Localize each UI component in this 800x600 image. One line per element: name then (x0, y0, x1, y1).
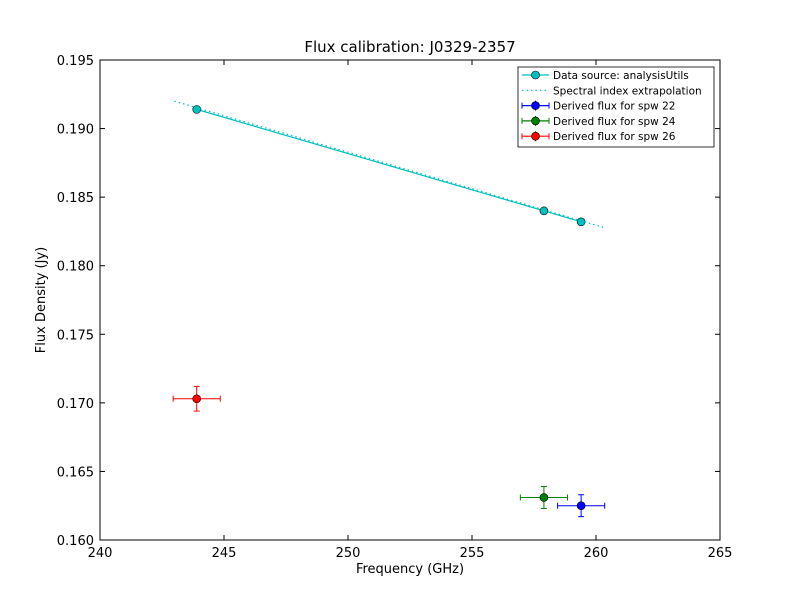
data-point (192, 394, 202, 404)
legend-label: Derived flux for spw 26 (553, 131, 676, 143)
legend-label: Data source: analysisUtils (553, 70, 689, 82)
legend-item: Derived flux for spw 24 (521, 115, 676, 128)
x-tick-label: 250 (336, 546, 361, 561)
y-tick-label: 0.190 (57, 123, 94, 138)
y-tick-label: 0.160 (57, 534, 94, 549)
legend-label: Derived flux for spw 24 (553, 116, 676, 128)
axis-ticks: 240 245 250 255 260 265 0.160 0.165 0.170 0.175 0.… (57, 54, 733, 561)
x-tick-label: 265 (708, 546, 733, 561)
data-point (576, 501, 586, 511)
y-tick-label: 0.185 (57, 191, 94, 206)
series-5 (172, 385, 221, 412)
legend-label: Derived flux for spw 22 (553, 101, 675, 113)
x-tick-label: 260 (584, 546, 609, 561)
data-point (576, 217, 586, 227)
y-tick-label: 0.180 (57, 260, 94, 275)
y-tick-label: 0.195 (57, 54, 94, 69)
y-axis-label: Flux Density (Jy) (34, 247, 49, 353)
legend-item: Derived flux for spw 26 (521, 131, 676, 143)
data-point (539, 493, 549, 502)
plot-area (172, 100, 606, 518)
x-axis-label: Frequency (GHz) (356, 562, 464, 577)
series-3 (557, 494, 606, 518)
y-tick-label: 0.175 (57, 328, 94, 343)
plot-frame (99, 59, 721, 541)
series-4 (519, 486, 568, 509)
legend: Data source: analysisUtils Spectral index… (517, 66, 715, 148)
legend-marker (531, 101, 540, 110)
legend-item: Spectral index extrapolation (522, 85, 702, 97)
legend-box (517, 66, 715, 148)
legend-label: Spectral index extrapolation (553, 85, 702, 97)
x-tick-label: 245 (212, 546, 237, 561)
x-tick-label: 240 (88, 546, 113, 561)
legend-marker (531, 131, 540, 141)
legend-marker (531, 116, 540, 126)
legend-item: Data source: analysisUtils (522, 70, 689, 82)
x-tick-label: 255 (460, 546, 485, 561)
y-tick-label: 0.170 (57, 397, 94, 412)
legend-item: Derived flux for spw 22 (521, 100, 675, 113)
chart-title: Flux calibration: J0329-2357 (304, 38, 515, 56)
legend-marker (531, 70, 540, 80)
data-point (192, 105, 202, 114)
y-tick-label: 0.165 (57, 465, 94, 480)
